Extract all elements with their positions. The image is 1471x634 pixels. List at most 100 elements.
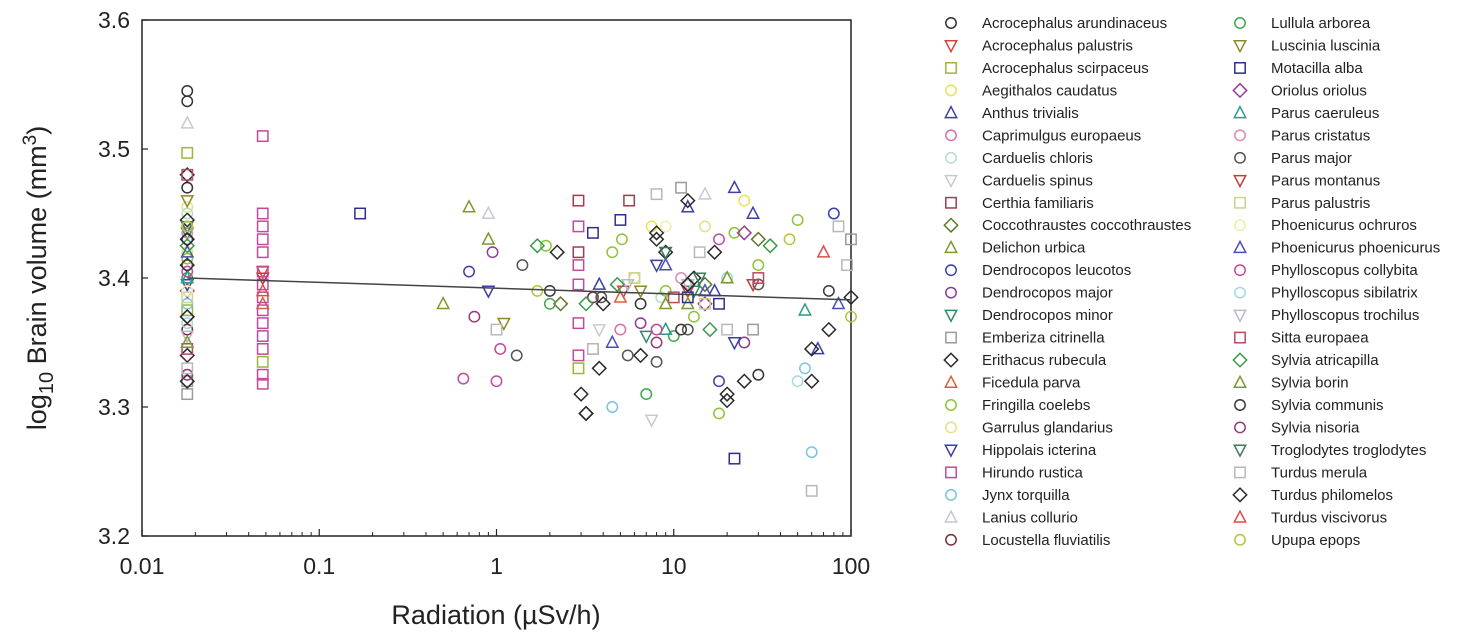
data-point xyxy=(799,362,811,375)
data-point xyxy=(614,214,627,226)
legend-marker xyxy=(1232,82,1248,99)
data-point xyxy=(692,272,707,286)
data-point xyxy=(736,373,753,389)
data-point xyxy=(179,212,196,228)
legend-marker xyxy=(1234,331,1246,344)
data-point xyxy=(181,85,194,97)
data-point xyxy=(180,334,195,348)
legend-label: Parus caeruleus xyxy=(1271,105,1379,122)
data-point xyxy=(713,407,725,420)
data-point xyxy=(256,278,269,291)
data-point xyxy=(702,321,718,338)
legend-label: Sylvia communis xyxy=(1271,397,1384,414)
legend-label: Turdus viscivorus xyxy=(1271,509,1387,526)
legend-label: Hippolais icterina xyxy=(982,442,1097,459)
data-point xyxy=(181,291,194,304)
legend-label: Caprimulgus europaeus xyxy=(982,127,1141,144)
data-point xyxy=(736,225,753,241)
legend: Acrocephalus arundinaceus Acrocephalus pa… xyxy=(943,15,1440,549)
data-point xyxy=(481,231,496,245)
data-point xyxy=(256,265,269,278)
data-point xyxy=(256,355,269,368)
legend-label: Phylloscopus sibilatrix xyxy=(1271,285,1418,302)
legend-marker xyxy=(945,61,957,74)
data-point xyxy=(572,220,585,233)
legend-marker xyxy=(1234,286,1246,299)
y-title-body: Brain volume (mm xyxy=(22,145,52,372)
data-point xyxy=(681,323,694,336)
legend-label: Parus cristatus xyxy=(1271,127,1370,144)
legend-marker xyxy=(1232,487,1248,503)
data-point xyxy=(650,323,663,336)
legend-marker xyxy=(1233,374,1247,388)
data-point xyxy=(255,283,270,297)
data-point xyxy=(713,297,725,310)
legend-label: Parus palustris xyxy=(1271,195,1370,212)
data-point xyxy=(552,296,569,312)
legend-label: Ficedula parva xyxy=(982,375,1081,392)
data-point xyxy=(572,259,585,272)
data-point xyxy=(609,276,626,293)
data-point xyxy=(805,484,818,497)
legend-marker xyxy=(945,151,957,164)
legend-label: Phoenicurus ochruros xyxy=(1271,217,1417,234)
y-tick-label: 3.3 xyxy=(98,394,130,420)
legend-marker xyxy=(945,421,957,434)
data-point xyxy=(843,289,859,306)
legend-marker xyxy=(1233,239,1247,254)
legend-marker xyxy=(944,174,958,189)
legend-label: Lanius collurio xyxy=(982,509,1078,526)
y-tick-label: 3.6 xyxy=(98,7,130,33)
data-point xyxy=(490,323,503,336)
data-point xyxy=(719,392,735,409)
data-point xyxy=(256,246,269,259)
legend-label: Carduelis chloris xyxy=(982,150,1093,167)
legend-label: Motacilla alba xyxy=(1271,60,1363,77)
data-point xyxy=(680,192,696,209)
data-point xyxy=(675,181,688,194)
legend-label: Oriolus oriolus xyxy=(1271,82,1367,99)
data-point xyxy=(798,302,812,316)
legend-label: Delichon urbica xyxy=(982,240,1086,257)
data-point xyxy=(468,310,481,323)
legend-marker xyxy=(1233,444,1247,458)
data-point xyxy=(510,349,523,362)
legend-label: Carduelis spinus xyxy=(982,172,1093,189)
data-point xyxy=(640,388,653,401)
data-point xyxy=(578,296,594,312)
data-point xyxy=(181,375,194,388)
data-point xyxy=(256,130,269,143)
data-point xyxy=(791,375,804,388)
legend-label: Acrocephalus arundinaceus xyxy=(982,15,1167,32)
data-point xyxy=(181,259,194,272)
legend-label: Acrocephalus scirpaceus xyxy=(982,60,1149,77)
legend-label: Luscinia luscinia xyxy=(1271,37,1381,54)
data-point xyxy=(181,284,194,297)
data-point xyxy=(606,246,619,259)
legend-label: Phoenicurus phoenicurus xyxy=(1271,240,1440,257)
legend-label: Phylloscopus collybita xyxy=(1271,262,1418,279)
data-point xyxy=(659,220,672,233)
legend-marker xyxy=(1233,40,1247,54)
data-point xyxy=(613,289,628,303)
legend-marker xyxy=(1234,533,1246,546)
legend-label: Dendrocopos major xyxy=(982,285,1113,302)
legend-marker xyxy=(944,40,958,54)
data-point xyxy=(827,207,840,220)
data-point xyxy=(481,205,496,219)
legend-marker xyxy=(944,239,958,254)
data-point xyxy=(706,244,723,260)
legend-marker xyxy=(945,533,957,546)
data-point xyxy=(181,95,194,108)
data-point xyxy=(591,360,608,377)
legend-label: Sitta europaea xyxy=(1271,330,1369,347)
data-point xyxy=(572,278,585,291)
data-point xyxy=(752,272,765,284)
data-point xyxy=(713,375,725,388)
data-point xyxy=(675,272,688,284)
data-point xyxy=(623,194,636,207)
data-point xyxy=(181,146,194,159)
data-point xyxy=(699,297,711,310)
data-point xyxy=(179,237,196,254)
data-point xyxy=(680,199,695,213)
